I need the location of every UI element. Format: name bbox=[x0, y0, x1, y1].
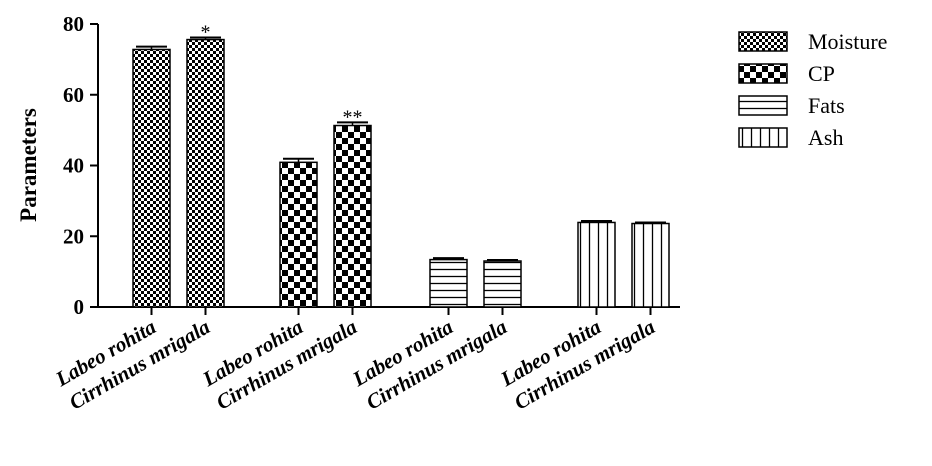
y-tick-label: 0 bbox=[74, 295, 85, 319]
bar bbox=[333, 124, 372, 308]
legend-label: CP bbox=[808, 61, 835, 86]
legend-label: Moisture bbox=[808, 29, 887, 54]
significance-marker: ** bbox=[343, 106, 363, 128]
bar bbox=[186, 38, 225, 308]
legend-swatch bbox=[738, 63, 788, 84]
bar bbox=[483, 260, 522, 308]
bars: *** bbox=[132, 21, 670, 308]
y-axis-label: Parameters bbox=[16, 108, 41, 222]
bar bbox=[132, 48, 171, 308]
y-tick-label: 80 bbox=[63, 12, 84, 36]
legend-swatch bbox=[738, 31, 788, 52]
legend-swatch bbox=[738, 127, 788, 148]
legend-label: Fats bbox=[808, 93, 845, 118]
bar bbox=[631, 222, 670, 308]
bar bbox=[429, 258, 468, 308]
legend: Moisture CP Fats Ash bbox=[738, 29, 887, 150]
legend-label: Ash bbox=[808, 125, 843, 150]
y-tick-label: 20 bbox=[63, 224, 84, 248]
bar bbox=[577, 221, 616, 308]
y-tick-label: 60 bbox=[63, 83, 84, 107]
legend-swatch bbox=[738, 95, 788, 116]
y-tick-label: 40 bbox=[63, 154, 84, 178]
bar bbox=[279, 161, 318, 308]
significance-marker: * bbox=[201, 21, 211, 43]
